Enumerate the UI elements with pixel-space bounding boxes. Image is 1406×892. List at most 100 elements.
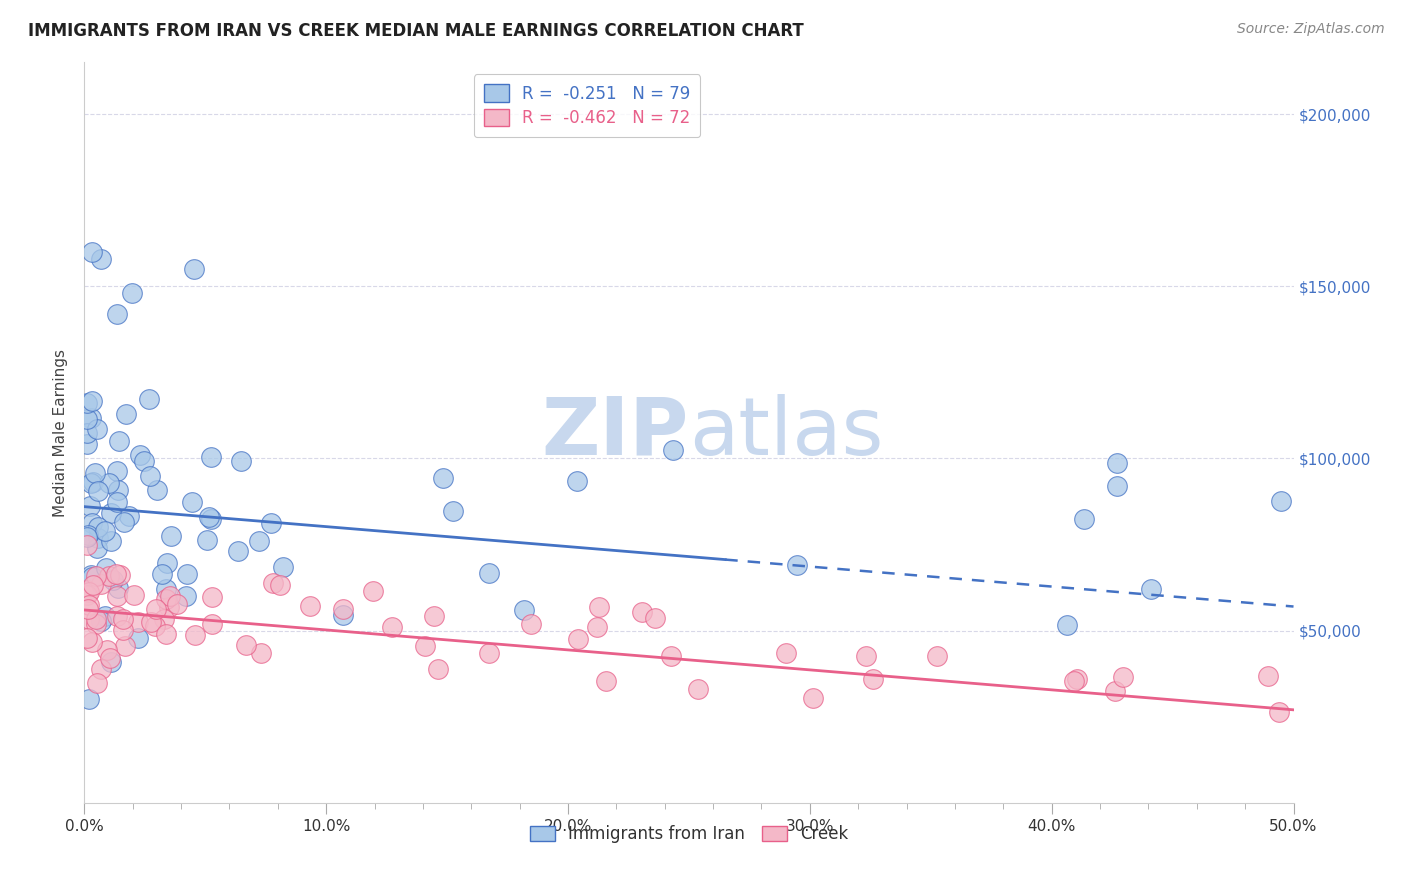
- Point: [86, 568, 108, 582]
- Point: [104, 567, 127, 582]
- Point: [76, 530, 98, 544]
- Point: [201, 617, 224, 632]
- Point: [98, 651, 121, 665]
- Point: [586, 619, 609, 633]
- Point: [98, 475, 121, 490]
- Point: [107, 494, 129, 508]
- Point: [79, 499, 101, 513]
- Legend: Immigrants from Iran, Creek: Immigrants from Iran, Creek: [523, 819, 855, 850]
- Point: [662, 442, 685, 457]
- Point: [96, 561, 118, 575]
- Point: [76, 582, 98, 597]
- Point: [478, 646, 501, 660]
- Point: [786, 558, 808, 572]
- Point: [107, 581, 129, 595]
- Point: [97, 569, 120, 583]
- Point: [90, 252, 112, 266]
- Point: [86, 422, 108, 436]
- Point: [235, 638, 257, 652]
- Point: [129, 448, 152, 462]
- Point: [659, 648, 682, 663]
- Point: [260, 516, 283, 530]
- Point: [247, 533, 270, 548]
- Point: [271, 559, 294, 574]
- Point: [1056, 618, 1078, 632]
- Point: [1112, 670, 1135, 684]
- Point: [363, 584, 385, 599]
- Point: [86, 541, 108, 556]
- Point: [90, 576, 112, 591]
- Point: [153, 612, 176, 626]
- Point: [381, 620, 404, 634]
- Point: [513, 602, 536, 616]
- Point: [80, 570, 103, 584]
- Point: [588, 600, 610, 615]
- Point: [121, 286, 143, 301]
- Point: [195, 533, 218, 548]
- Point: [1257, 668, 1279, 682]
- Point: [82, 516, 104, 531]
- Point: [127, 631, 149, 645]
- Point: [101, 574, 124, 588]
- Point: [76, 426, 98, 441]
- Point: [183, 262, 205, 277]
- Point: [86, 531, 108, 545]
- Point: [107, 434, 129, 448]
- Text: ZIP: ZIP: [541, 393, 689, 472]
- Point: [86, 676, 108, 690]
- Point: [1104, 683, 1126, 698]
- Point: [77, 602, 100, 616]
- Point: [1105, 456, 1128, 470]
- Point: [160, 529, 183, 543]
- Point: [80, 635, 103, 649]
- Point: [166, 597, 188, 611]
- Point: [77, 528, 100, 542]
- Point: [201, 591, 224, 605]
- Point: [105, 464, 128, 478]
- Point: [87, 484, 110, 499]
- Point: [90, 615, 112, 629]
- Point: [432, 471, 454, 485]
- Point: [105, 589, 128, 603]
- Point: [124, 588, 146, 602]
- Point: [94, 608, 117, 623]
- Point: [688, 681, 710, 696]
- Point: [80, 476, 103, 491]
- Point: [138, 392, 160, 406]
- Point: [115, 407, 138, 421]
- Point: [478, 566, 501, 580]
- Point: [595, 674, 617, 689]
- Point: [94, 524, 117, 538]
- Point: [200, 511, 222, 525]
- Point: [1107, 478, 1129, 492]
- Point: [197, 509, 219, 524]
- Point: [155, 592, 177, 607]
- Point: [150, 566, 173, 581]
- Point: [84, 617, 107, 632]
- Point: [200, 450, 222, 464]
- Point: [925, 648, 948, 663]
- Point: [96, 643, 118, 657]
- Y-axis label: Median Male Earnings: Median Male Earnings: [53, 349, 69, 516]
- Point: [176, 566, 198, 581]
- Point: [775, 646, 797, 660]
- Point: [1066, 672, 1088, 686]
- Point: [155, 582, 177, 596]
- Point: [76, 436, 98, 450]
- Point: [100, 655, 122, 669]
- Point: [82, 578, 104, 592]
- Point: [413, 639, 436, 653]
- Point: [76, 396, 98, 410]
- Point: [79, 599, 101, 613]
- Point: [90, 662, 112, 676]
- Point: [77, 612, 100, 626]
- Point: [112, 623, 135, 637]
- Point: [1139, 582, 1161, 596]
- Point: [84, 467, 107, 481]
- Point: [567, 632, 589, 646]
- Text: IMMIGRANTS FROM IRAN VS CREEK MEDIAN MALE EARNINGS CORRELATION CHART: IMMIGRANTS FROM IRAN VS CREEK MEDIAN MAL…: [28, 22, 804, 40]
- Point: [155, 626, 177, 640]
- Point: [427, 662, 450, 676]
- Point: [1270, 493, 1292, 508]
- Point: [112, 612, 135, 626]
